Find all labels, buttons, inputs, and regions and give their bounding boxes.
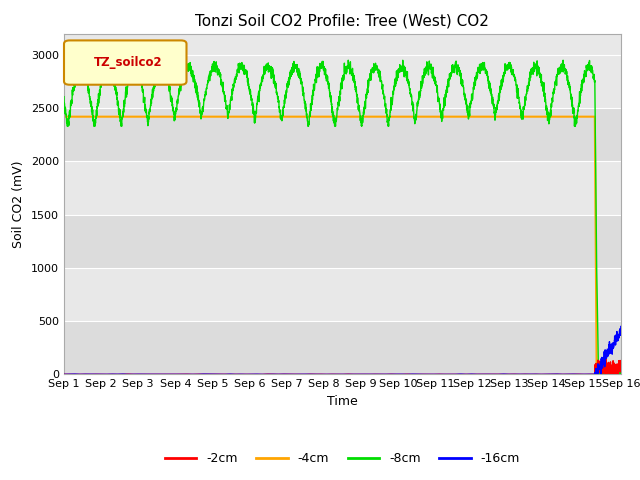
Legend: -2cm, -4cm, -8cm, -16cm: -2cm, -4cm, -8cm, -16cm [160,447,525,470]
Bar [64,215,621,268]
X-axis label: Time: Time [327,395,358,408]
Bar [64,108,621,161]
Title: Tonzi Soil CO2 Profile: Tree (West) CO2: Tonzi Soil CO2 Profile: Tree (West) CO2 [195,13,490,28]
Bar [64,321,621,374]
Bar [64,268,621,321]
Bar [64,55,621,108]
Y-axis label: Soil CO2 (mV): Soil CO2 (mV) [12,160,26,248]
FancyBboxPatch shape [64,40,186,84]
Text: TZ_soilco2: TZ_soilco2 [93,56,163,69]
Bar [64,161,621,215]
